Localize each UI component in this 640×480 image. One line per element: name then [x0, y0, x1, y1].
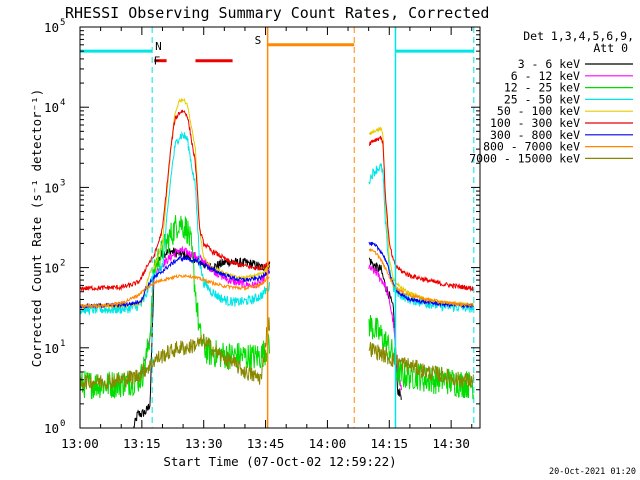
y-tick-exponent: 3 — [60, 178, 65, 188]
chart-title: RHESSI Observing Summary Count Rates, Co… — [65, 4, 489, 22]
x-axis-label: Start Time (07-Oct-02 12:59:22) — [163, 454, 396, 469]
x-tick-label: 14:00 — [309, 436, 347, 451]
x-tick-label: 13:45 — [247, 436, 285, 451]
legend-header-attenuator: Att 0 — [593, 41, 628, 55]
y-tick-exponent: 0 — [60, 419, 65, 429]
plot-area: NF S — [79, 27, 475, 429]
y-tick-label: 10 5 — [44, 18, 65, 35]
y-tick-label: 10 2 — [44, 259, 65, 276]
y-tick-label: 10 1 — [44, 339, 65, 356]
legend-label: 100 - 300 keV — [490, 116, 580, 130]
legend-label: 50 - 100 keV — [497, 104, 580, 118]
series-line-8 — [79, 317, 474, 391]
legend-label: 3 - 6 keV — [518, 57, 580, 71]
legend-label: 300 - 800 keV — [490, 128, 580, 142]
legend-label: 7000 - 15000 keV — [469, 151, 580, 165]
flag-label-S: S — [255, 34, 262, 47]
y-tick-exponent: 5 — [60, 18, 65, 28]
x-tick-label: 13:15 — [123, 436, 161, 451]
generation-timestamp: 20-Oct-2021 01:20 — [549, 467, 636, 477]
y-tick-base: 10 — [44, 261, 59, 276]
y-axis-label: Corrected Count Rate (s⁻¹ detector⁻¹) — [29, 89, 44, 367]
legend-header-detectors: Det 1,3,4,5,6,9, — [523, 29, 634, 43]
y-tick-base: 10 — [44, 20, 59, 35]
legend-label: 25 - 50 keV — [504, 92, 580, 106]
y-tick-exponent: 4 — [60, 98, 65, 108]
series-line-5 — [79, 109, 474, 293]
plot-frame — [79, 26, 481, 429]
y-tick-exponent: 1 — [60, 339, 65, 349]
y-tick-base: 10 — [44, 421, 59, 436]
series-line-7 — [79, 248, 474, 309]
series-line-3 — [79, 131, 474, 316]
y-tick-base: 10 — [44, 180, 59, 195]
flag-label-F: F — [154, 55, 161, 68]
series-line-1 — [137, 245, 402, 391]
legend-label: 800 - 7000 keV — [483, 140, 580, 154]
x-tick-label: 14:30 — [432, 436, 470, 451]
x-tick-label: 13:30 — [185, 436, 223, 451]
y-tick-label: 10 4 — [44, 98, 65, 115]
legend-label: 12 - 25 keV — [504, 81, 580, 95]
y-tick-base: 10 — [44, 341, 59, 356]
legend-label: 6 - 12 keV — [511, 69, 580, 83]
x-tick-label: 14:15 — [370, 436, 408, 451]
x-tick-label: 13:00 — [61, 436, 99, 451]
y-tick-base: 10 — [44, 100, 59, 115]
flag-label-N: N — [155, 40, 162, 53]
y-tick-exponent: 2 — [60, 259, 65, 269]
y-tick-label: 10 3 — [44, 178, 65, 195]
x-axis: 13:00 13:15 13:30 13:45 14:00 14:15 14:30 — [61, 27, 473, 451]
y-tick-label: 10 0 — [44, 419, 65, 436]
